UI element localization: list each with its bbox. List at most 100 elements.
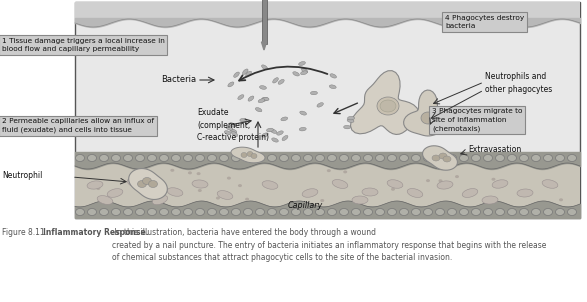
Ellipse shape [299, 62, 305, 66]
Polygon shape [129, 169, 167, 200]
Ellipse shape [136, 155, 144, 162]
Ellipse shape [87, 181, 103, 189]
Ellipse shape [447, 155, 457, 162]
Ellipse shape [544, 208, 552, 216]
Ellipse shape [315, 208, 325, 216]
Bar [75, 164, 580, 206]
Ellipse shape [167, 188, 183, 196]
Ellipse shape [282, 135, 288, 140]
Ellipse shape [251, 153, 257, 159]
Ellipse shape [261, 98, 268, 101]
Ellipse shape [380, 100, 396, 112]
Ellipse shape [436, 208, 444, 216]
Ellipse shape [303, 208, 312, 216]
Ellipse shape [438, 179, 443, 182]
Ellipse shape [262, 181, 278, 189]
Ellipse shape [123, 155, 133, 162]
Ellipse shape [376, 155, 384, 162]
Ellipse shape [423, 155, 433, 162]
Ellipse shape [238, 95, 244, 100]
Ellipse shape [234, 72, 239, 77]
Bar [75, 2, 580, 218]
Ellipse shape [224, 131, 231, 135]
Ellipse shape [471, 155, 481, 162]
Ellipse shape [238, 184, 242, 187]
Ellipse shape [76, 208, 85, 216]
Ellipse shape [107, 189, 123, 197]
Text: Neutrophils and
other phagocytes: Neutrophils and other phagocytes [485, 72, 552, 94]
Ellipse shape [171, 155, 180, 162]
Ellipse shape [266, 128, 274, 132]
Ellipse shape [407, 188, 423, 198]
Ellipse shape [301, 71, 308, 75]
Ellipse shape [437, 181, 453, 189]
Ellipse shape [171, 208, 180, 216]
Ellipse shape [87, 155, 96, 162]
Ellipse shape [170, 169, 174, 172]
Ellipse shape [330, 74, 336, 78]
Ellipse shape [531, 208, 541, 216]
Ellipse shape [495, 155, 504, 162]
Ellipse shape [160, 208, 168, 216]
Ellipse shape [198, 189, 202, 192]
Ellipse shape [321, 199, 324, 202]
Ellipse shape [315, 155, 325, 162]
Ellipse shape [436, 155, 444, 162]
Ellipse shape [328, 208, 336, 216]
Ellipse shape [460, 155, 468, 162]
Text: Capillary: Capillary [288, 201, 323, 210]
Ellipse shape [363, 155, 373, 162]
Ellipse shape [100, 208, 109, 216]
Ellipse shape [195, 155, 204, 162]
Text: Bacteria: Bacteria [161, 76, 196, 85]
Ellipse shape [455, 175, 459, 178]
Ellipse shape [268, 208, 276, 216]
Ellipse shape [228, 82, 234, 87]
Ellipse shape [292, 155, 301, 162]
Ellipse shape [370, 189, 375, 192]
Ellipse shape [153, 195, 168, 205]
Ellipse shape [363, 208, 373, 216]
Ellipse shape [87, 208, 96, 216]
Bar [261, 0, 266, 44]
Ellipse shape [327, 169, 331, 172]
Ellipse shape [492, 180, 508, 188]
Ellipse shape [544, 155, 552, 162]
Ellipse shape [542, 180, 558, 188]
Ellipse shape [268, 155, 276, 162]
Ellipse shape [262, 65, 268, 70]
Ellipse shape [147, 208, 157, 216]
Ellipse shape [279, 155, 288, 162]
Ellipse shape [443, 156, 451, 162]
Ellipse shape [136, 208, 144, 216]
Ellipse shape [230, 123, 236, 127]
Ellipse shape [232, 131, 238, 137]
Ellipse shape [207, 155, 217, 162]
Ellipse shape [246, 71, 252, 76]
Ellipse shape [259, 86, 266, 89]
Text: 3 Phagocytes migrate to
site of inflammation
(chemotaxis): 3 Phagocytes migrate to site of inflamma… [432, 108, 522, 131]
Ellipse shape [258, 99, 265, 103]
Ellipse shape [332, 180, 348, 188]
Ellipse shape [348, 116, 355, 120]
Ellipse shape [387, 208, 396, 216]
Ellipse shape [391, 188, 395, 191]
Ellipse shape [278, 79, 284, 84]
Ellipse shape [272, 138, 278, 142]
Ellipse shape [255, 108, 262, 112]
Ellipse shape [299, 127, 306, 131]
Ellipse shape [220, 155, 228, 162]
Ellipse shape [123, 208, 133, 216]
Ellipse shape [387, 155, 396, 162]
Ellipse shape [244, 155, 252, 162]
Ellipse shape [184, 155, 193, 162]
Ellipse shape [255, 155, 265, 162]
Ellipse shape [207, 208, 217, 216]
Ellipse shape [302, 189, 318, 197]
Ellipse shape [279, 208, 288, 216]
Ellipse shape [482, 196, 498, 204]
Ellipse shape [495, 208, 504, 216]
Ellipse shape [508, 155, 517, 162]
Ellipse shape [400, 208, 409, 216]
Text: 2 Permeable capillaries allow an influx of
fluid (exudate) and cells into tissue: 2 Permeable capillaries allow an influx … [2, 118, 154, 133]
